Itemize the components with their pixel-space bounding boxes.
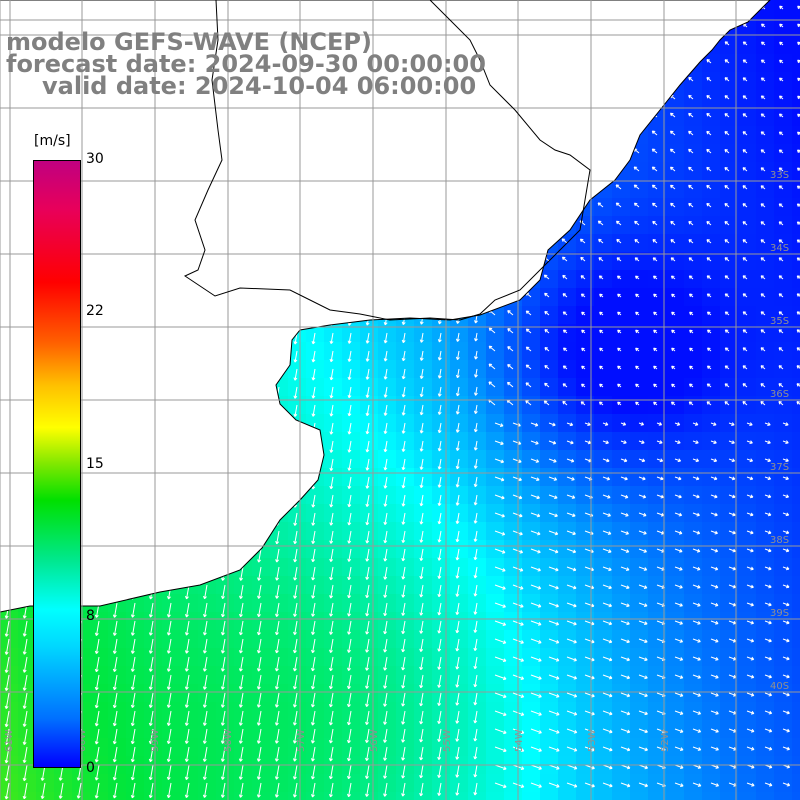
lat-label: 38S [770, 535, 789, 546]
forecast-date: forecast date: 2024-09-30 00:00:00 [6, 50, 486, 78]
lon-label: 59W [150, 729, 161, 752]
colorbar-tick-22: 22 [86, 303, 104, 319]
lon-labels: 61W 60W 59W 58W 57W 56W 55W 54W 53W 52W [4, 729, 671, 752]
valid-date: valid date: 2024-10-04 06:00:00 [42, 72, 477, 100]
lon-label: 58W [223, 729, 234, 752]
lon-label: 53W [587, 729, 598, 752]
lat-label: 39S [770, 608, 789, 619]
lat-label: 37S [770, 462, 789, 473]
lon-label: 61W [4, 729, 15, 752]
lon-label: 54W [514, 729, 525, 752]
colorbar-unit: [m/s] [34, 133, 71, 149]
colorbar-tick-30: 30 [86, 151, 104, 167]
colorbar-tick-8: 8 [86, 608, 95, 624]
colorbar-tick-0: 0 [86, 760, 95, 776]
lon-label: 57W [296, 729, 307, 752]
lat-label: 40S [770, 681, 789, 692]
lat-label: 33S [770, 170, 789, 181]
model-title: modelo GEFS-WAVE (NCEP) [6, 28, 372, 56]
lon-label: 52W [660, 729, 671, 752]
inland-boundary [183, 0, 591, 321]
lat-label: 34S [770, 243, 789, 254]
colorbar-tick-15: 15 [86, 456, 104, 472]
lon-label: 56W [369, 729, 380, 752]
lat-labels: 33S 34S 35S 36S 37S 38S 39S 40S [770, 170, 789, 692]
land-area [0, 0, 771, 613]
lat-label: 35S [770, 316, 789, 327]
lon-label: 60W [77, 729, 88, 752]
colorbar [33, 160, 81, 768]
lon-label: 55W [442, 729, 453, 752]
lat-label: 36S [770, 389, 789, 400]
